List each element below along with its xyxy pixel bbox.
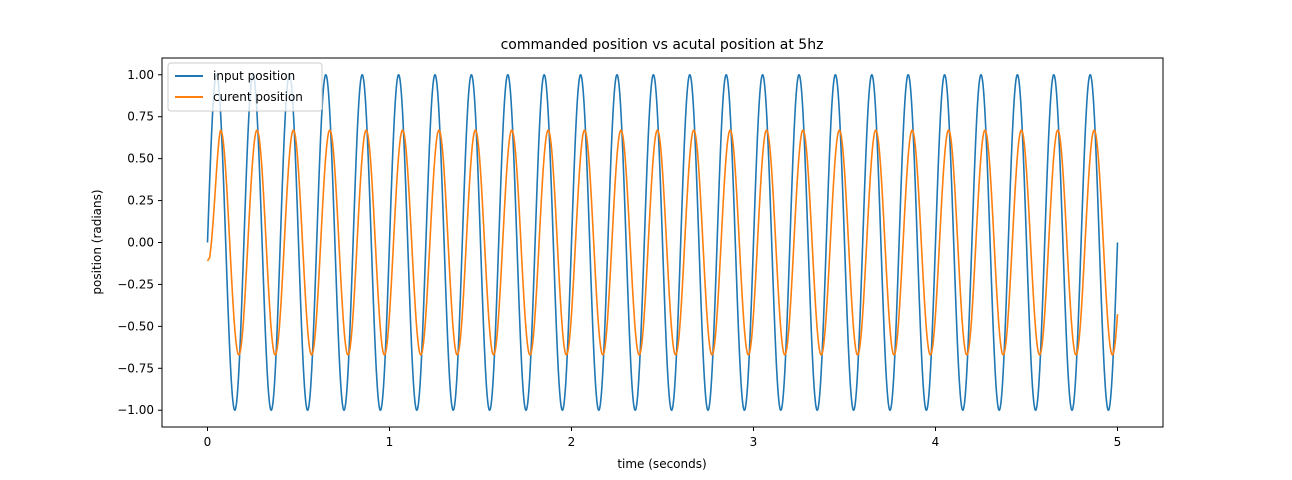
legend: input position curent position <box>167 62 323 112</box>
series-layer <box>206 73 1119 412</box>
series-line-input-position <box>206 73 1119 412</box>
legend-label-curent-position: curent position <box>213 90 303 104</box>
legend-box <box>167 62 323 112</box>
y-axis: −1.00 −0.75 −0.50 −0.25 0.00 0.25 0.50 0.75 1.00 <box>117 68 162 417</box>
legend-label-input-position: input position <box>213 69 295 83</box>
y-tick-label: 0.25 <box>127 194 154 208</box>
series-line-curent-position <box>206 129 1119 356</box>
y-tick-label: −0.25 <box>117 277 154 291</box>
x-tick-label: 5 <box>1114 435 1122 449</box>
y-tick-label: 0.50 <box>127 152 154 166</box>
y-tick-label: −0.50 <box>117 319 154 333</box>
x-tick-label: 0 <box>204 435 212 449</box>
y-tick-label: 0.75 <box>127 110 154 124</box>
y-tick-label: −1.00 <box>117 403 154 417</box>
x-axis-label: time (seconds) <box>617 457 706 471</box>
y-axis-label: position (radians) <box>90 189 104 294</box>
y-tick-label: 0.00 <box>127 236 154 250</box>
x-tick-label: 1 <box>386 435 394 449</box>
x-tick-label: 3 <box>750 435 758 449</box>
y-tick-label: 1.00 <box>127 68 154 82</box>
x-tick-label: 2 <box>568 435 576 449</box>
y-tick-label: −0.75 <box>117 361 154 375</box>
chart-title: commanded position vs acutal position at… <box>501 37 824 53</box>
x-axis: 0 1 2 3 4 5 <box>204 427 1122 449</box>
x-tick-label: 4 <box>932 435 940 449</box>
